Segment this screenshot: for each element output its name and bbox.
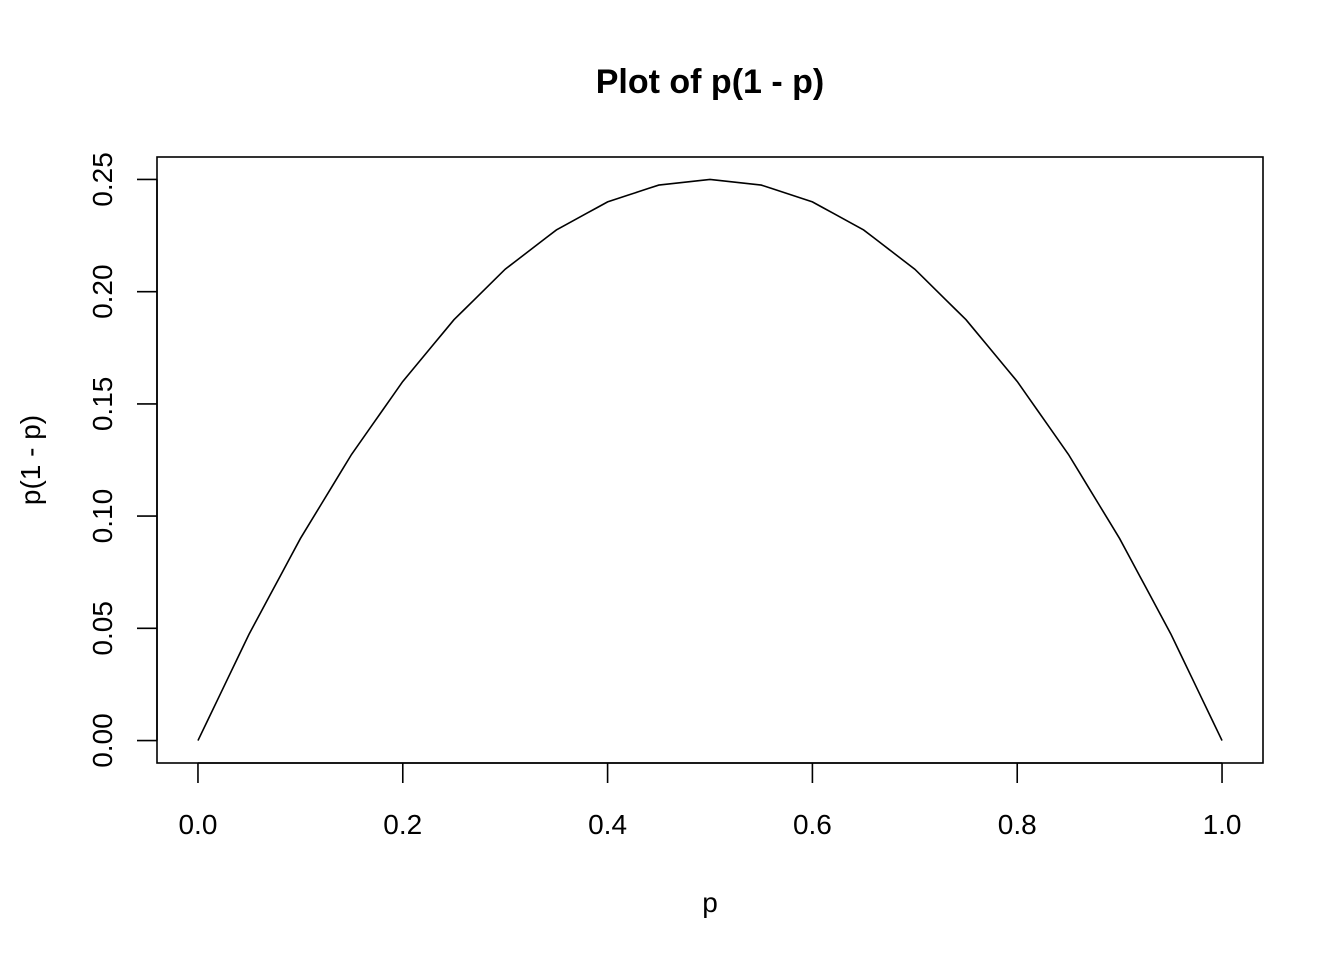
x-tick-label: 1.0 [1203, 809, 1242, 840]
y-tick-label: 0.05 [87, 601, 118, 656]
x-tick-label: 0.2 [383, 809, 422, 840]
plot-frame [156, 156, 1264, 764]
x-axis: 0.0 0.2 0.4 0.6 0.8 1.0 [178, 762, 1242, 840]
y-tick-label: 0.25 [87, 152, 118, 207]
y-axis: 0.00 0.05 0.10 0.15 0.20 0.25 [87, 152, 158, 768]
y-tick-label: 0.00 [87, 713, 118, 768]
y-tick-label: 0.20 [87, 264, 118, 319]
y-axis-label: p(1 - p) [15, 415, 46, 505]
x-tick-label: 0.8 [998, 809, 1037, 840]
x-tick-label: 0.0 [178, 809, 217, 840]
x-axis-label: p [702, 887, 718, 918]
series-layer [197, 178, 1223, 741]
x-tick-label: 0.6 [793, 809, 832, 840]
chart-title: Plot of p(1 - p) [596, 63, 825, 101]
y-tick-label: 0.10 [87, 489, 118, 544]
x-tick-label: 0.4 [588, 809, 627, 840]
series-line-0 [197, 178, 1223, 741]
y-tick-label: 0.15 [87, 377, 118, 432]
